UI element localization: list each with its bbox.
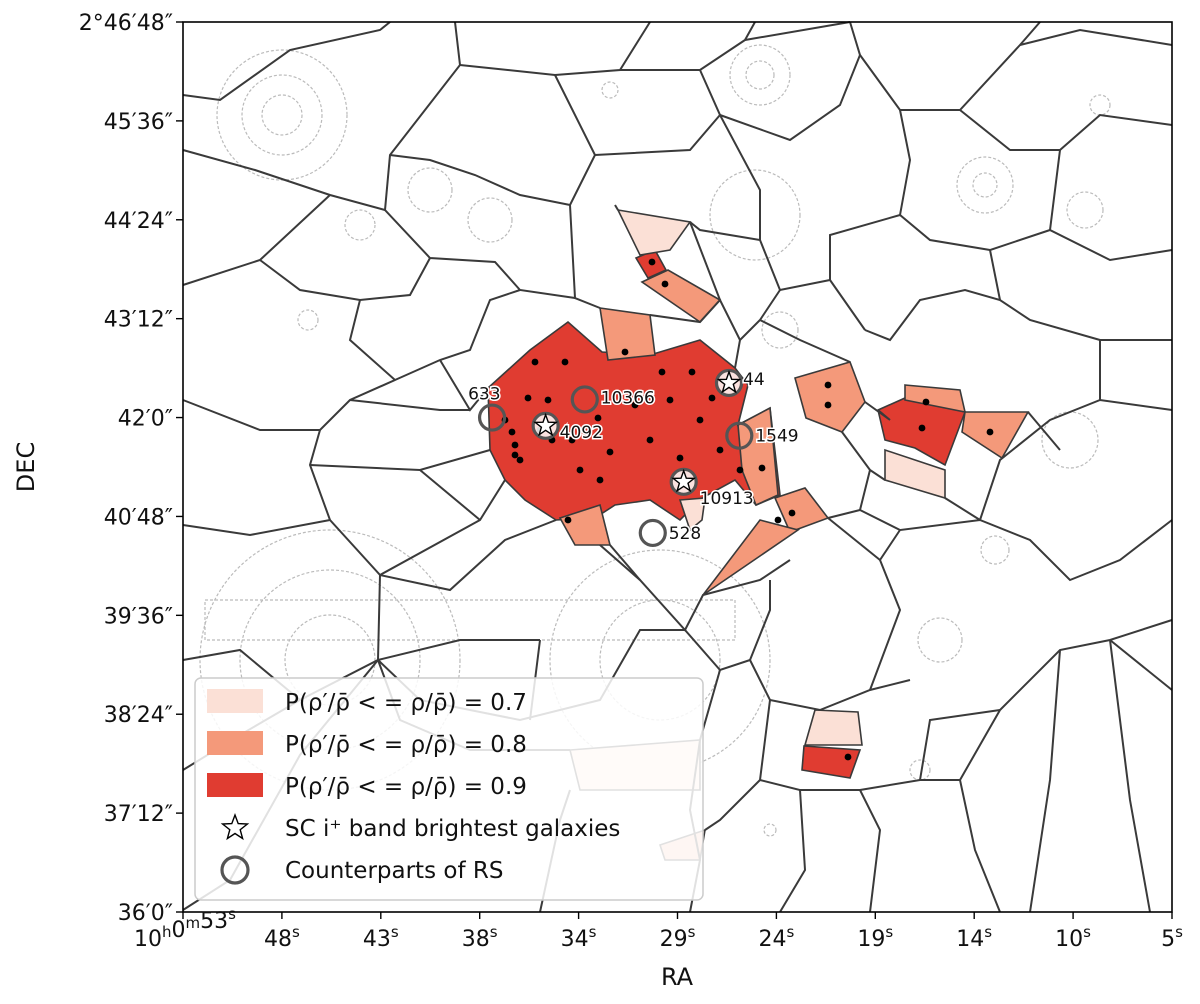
labeled-objects: 633 4092 10366 44 1549 10913 528 (467, 368, 800, 548)
tick-label: 44′24″ (104, 209, 173, 234)
tick-label: 40′48″ (104, 505, 173, 530)
brightest-galaxy-star (533, 412, 559, 437)
tick-label: 43′12″ (104, 308, 173, 333)
cell-p08 (702, 519, 800, 596)
legend-entry-label: P(ρ′/ρ̄ < = ρ/ρ̄) = 0.9 (285, 774, 527, 800)
legend-entry-label: P(ρ′/ρ̄ < = ρ/ρ̄) = 0.7 (285, 690, 527, 716)
cell-p08 (737, 406, 779, 507)
cell-p07 (803, 709, 863, 746)
tick-label: 10h0m53s (134, 905, 236, 952)
tick-label: 48s (264, 923, 300, 952)
x-axis-label: RA (661, 963, 694, 991)
object-label: 633 (468, 385, 500, 405)
rs-counterpart-circle (638, 518, 667, 548)
tick-label: 5s (1161, 923, 1183, 952)
legend-swatch (207, 773, 263, 797)
brightest-galaxy-star (671, 468, 697, 493)
tick-label: 42′0″ (118, 407, 173, 432)
object-label: 528 (669, 524, 701, 544)
tick-label: 36′0″ (118, 901, 173, 926)
cell-p09 (801, 745, 862, 779)
rs-counterpart-circle (477, 403, 507, 432)
tick-label: 10s (1055, 923, 1091, 952)
legend-entry-label: SC i⁺ band brightest galaxies (285, 816, 620, 842)
tick-label: 43s (363, 923, 399, 952)
tick-label: 29s (660, 923, 696, 952)
rs-counterpart-circle (725, 421, 754, 450)
tick-label: 37′12″ (104, 802, 173, 827)
tick-label: 14s (956, 923, 992, 952)
rs-counterpart-circle (570, 385, 599, 414)
cell-p08 (599, 307, 656, 361)
tick-label: 38s (462, 923, 498, 952)
legend-swatch (207, 689, 263, 713)
legend-circle-icon (220, 855, 250, 885)
tick-label: 39′36″ (104, 604, 173, 629)
brightest-galaxy-star (716, 369, 742, 394)
cell-p08 (794, 361, 866, 433)
object-label: 4092 (560, 423, 603, 443)
legend: P(ρ′/ρ̄ < = ρ/ρ̄) = 0.7 P(ρ′/ρ̄ < = ρ/ρ̄)… (194, 677, 704, 901)
object-label: 1549 (755, 427, 798, 447)
object-label: 10913 (700, 489, 754, 509)
legend-star-icon (220, 812, 250, 841)
legend-box (194, 677, 704, 901)
y-axis-label: DEC (12, 442, 40, 492)
y-axis-ticks: 2°46′48″ 45′36″ 44′24″ 43′12″ 42′0″ 40′48″ 39′… (79, 11, 183, 926)
cell-p07 (678, 497, 706, 532)
object-label: 10366 (601, 388, 655, 408)
x-axis-ticks: 10h0m53s 48s 43s 38s 34s 29s 24s 19s 14s 10s 5s (134, 905, 1183, 952)
tick-label: 45′36″ (104, 110, 173, 135)
tick-label: 38′24″ (104, 703, 173, 728)
tick-label: 19s (857, 923, 893, 952)
tick-label: 24s (758, 923, 794, 952)
object-label: 44 (743, 370, 765, 390)
tick-label: 2°46′48″ (79, 11, 173, 36)
legend-swatch (207, 731, 263, 755)
tick-label: 34s (561, 923, 597, 952)
legend-entry-label: P(ρ′/ρ̄ < = ρ/ρ̄) = 0.8 (285, 732, 527, 758)
legend-entry-label: Counterparts of RS (285, 858, 503, 884)
cell-p07 (616, 208, 692, 256)
